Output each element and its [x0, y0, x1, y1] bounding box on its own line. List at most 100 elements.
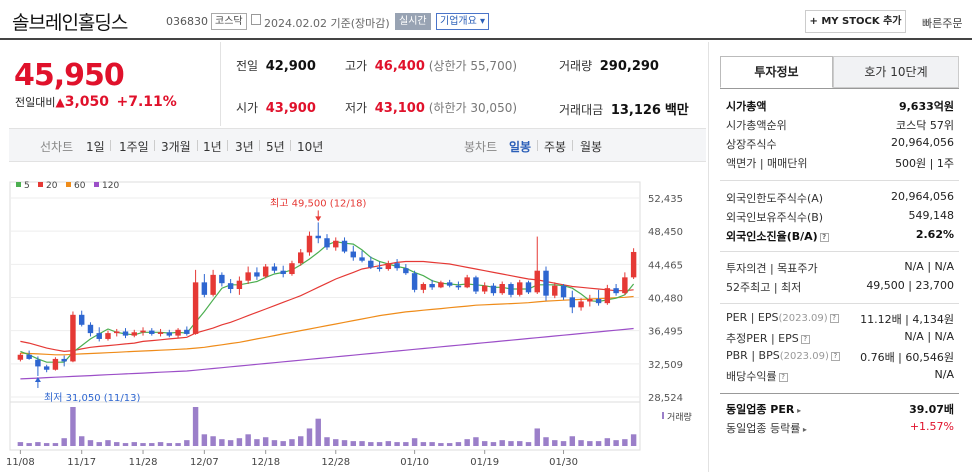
- volume-bar: [569, 436, 576, 446]
- candle-body: [210, 274, 216, 295]
- candle-body: [578, 301, 584, 308]
- period-3y[interactable]: 3년: [235, 140, 254, 154]
- candle-body: [114, 331, 120, 334]
- volume-bar: [543, 437, 549, 446]
- volume-bar: [61, 438, 67, 446]
- volume-bar: [43, 443, 50, 446]
- period-daily[interactable]: 일봉: [509, 140, 532, 154]
- candle-body: [78, 314, 85, 325]
- volume-bar: [192, 407, 199, 446]
- tab-orderbook[interactable]: 호가 10단계: [833, 56, 959, 88]
- help-icon[interactable]: ?: [819, 232, 829, 242]
- volume-bar: [552, 440, 558, 446]
- volume-bar: [333, 439, 339, 446]
- candle-body: [359, 257, 365, 261]
- x-tick-label: 01/30: [549, 457, 578, 468]
- volume-bar: [96, 442, 102, 446]
- change-percent: +7.11%: [116, 94, 177, 110]
- candle-body: [298, 252, 304, 264]
- candle-body: [569, 297, 576, 308]
- volume-bar: [236, 438, 243, 446]
- up-triangle-icon: ▲: [55, 95, 65, 109]
- candle-body: [315, 235, 321, 239]
- candle-body: [350, 251, 356, 258]
- period-1w[interactable]: 1주일: [119, 140, 149, 154]
- help-icon[interactable]: ?: [778, 372, 788, 382]
- volume-bar: [87, 440, 94, 446]
- volume-legend-swatch: [662, 412, 664, 419]
- divider: [290, 140, 291, 151]
- candle-body: [534, 270, 540, 293]
- realtime-button[interactable]: 실시간: [395, 13, 431, 30]
- volume-bar: [385, 441, 392, 446]
- x-tick-label: 11/17: [67, 457, 96, 468]
- volume-bar: [131, 442, 137, 446]
- corp-overview-dropdown[interactable]: 기업개요 ▾: [436, 13, 489, 30]
- y-tick-label: 40,480: [648, 294, 683, 305]
- candle-body: [271, 266, 278, 271]
- divider: [110, 140, 111, 151]
- dividend-yield-row: 배당수익률? N/A: [726, 368, 954, 383]
- volume-bar: [403, 442, 409, 446]
- candle-body: [289, 263, 295, 275]
- x-tick-label: 12/28: [321, 457, 350, 468]
- volume-bar: [517, 441, 523, 446]
- quick-order-link[interactable]: 빠른주문: [922, 17, 963, 30]
- invest-info-panel: 호가 10단계 투자정보 시가총액 9,633억원 시가총액순위 코스닥 57위 상…: [708, 42, 972, 472]
- high-arrow-head: [315, 216, 322, 222]
- legend-swatch: [94, 182, 99, 187]
- volume-bar: [175, 443, 181, 446]
- add-my-stock-button[interactable]: + MY STOCK 추가: [805, 10, 906, 33]
- x-tick-label: 12/18: [251, 457, 280, 468]
- sector-change-row: 동일업종 등락률 ▸ +1.57%: [726, 420, 954, 435]
- candle-body: [236, 280, 243, 290]
- candle-body: [219, 274, 225, 284]
- candle-body: [587, 298, 593, 302]
- tab-invest-info[interactable]: 투자정보: [720, 56, 833, 88]
- candle-chart-label: 봉차트: [464, 140, 498, 154]
- period-weekly[interactable]: 주봉: [544, 140, 567, 154]
- period-monthly[interactable]: 월봉: [580, 140, 603, 154]
- help-icon[interactable]: ?: [829, 313, 839, 323]
- volume-bar: [140, 443, 146, 446]
- stock-name: 솔브레인홀딩스: [12, 12, 128, 34]
- help-icon[interactable]: ?: [800, 334, 810, 344]
- volume-bar: [210, 436, 216, 446]
- volume-bar: [219, 439, 225, 446]
- candle-body: [17, 354, 24, 360]
- candle-body: [61, 358, 67, 362]
- divider: [572, 140, 573, 151]
- market-badge: 코스닥: [211, 13, 247, 30]
- y-tick-label: 44,465: [648, 260, 683, 271]
- candle-body: [105, 333, 111, 339]
- volume-bar: [149, 443, 155, 446]
- current-price: 45,950: [14, 58, 125, 93]
- y-tick-label: 36,495: [648, 327, 683, 338]
- change-value: 3,050: [64, 94, 110, 110]
- pbr-bps-row: PBR | BPS(2023.09)? 0.76배 | 60,546원: [726, 349, 954, 364]
- period-5y[interactable]: 5년: [266, 140, 285, 154]
- stock-chart[interactable]: 52,435 48,450 44,465 40,480 36,495 32,509 28,5…: [0, 162, 708, 472]
- y-tick-label: 32,509: [648, 360, 683, 371]
- candle-body: [184, 329, 190, 334]
- volume-bar: [473, 437, 479, 446]
- candle-body: [490, 285, 497, 294]
- period-1y[interactable]: 1년: [203, 140, 222, 154]
- foreign-exhaustion-row: 외국인소진율(B/A)? 2.62%: [726, 228, 954, 243]
- candle-body: [175, 329, 181, 336]
- volume-bar: [70, 407, 76, 446]
- period-3m[interactable]: 3개월: [161, 140, 191, 154]
- period-1d[interactable]: 1일: [86, 140, 105, 154]
- par-value-row: 액면가 | 매매단위 500원 | 1주: [726, 157, 954, 170]
- candle-body: [227, 283, 234, 290]
- period-10y[interactable]: 10년: [297, 140, 324, 154]
- price-change: 전일대비▲3,050 +7.11%: [15, 94, 177, 110]
- candle-body: [368, 260, 374, 268]
- volume: 거래량 290,290: [559, 59, 659, 74]
- candle-body: [122, 331, 129, 336]
- candle-body: [35, 359, 41, 367]
- x-tick-label: 01/10: [400, 457, 429, 468]
- target-price-row: 투자의견 | 목표주가 N/A | N/A: [726, 260, 954, 275]
- help-icon[interactable]: ?: [830, 351, 840, 361]
- volume-bar: [35, 442, 41, 446]
